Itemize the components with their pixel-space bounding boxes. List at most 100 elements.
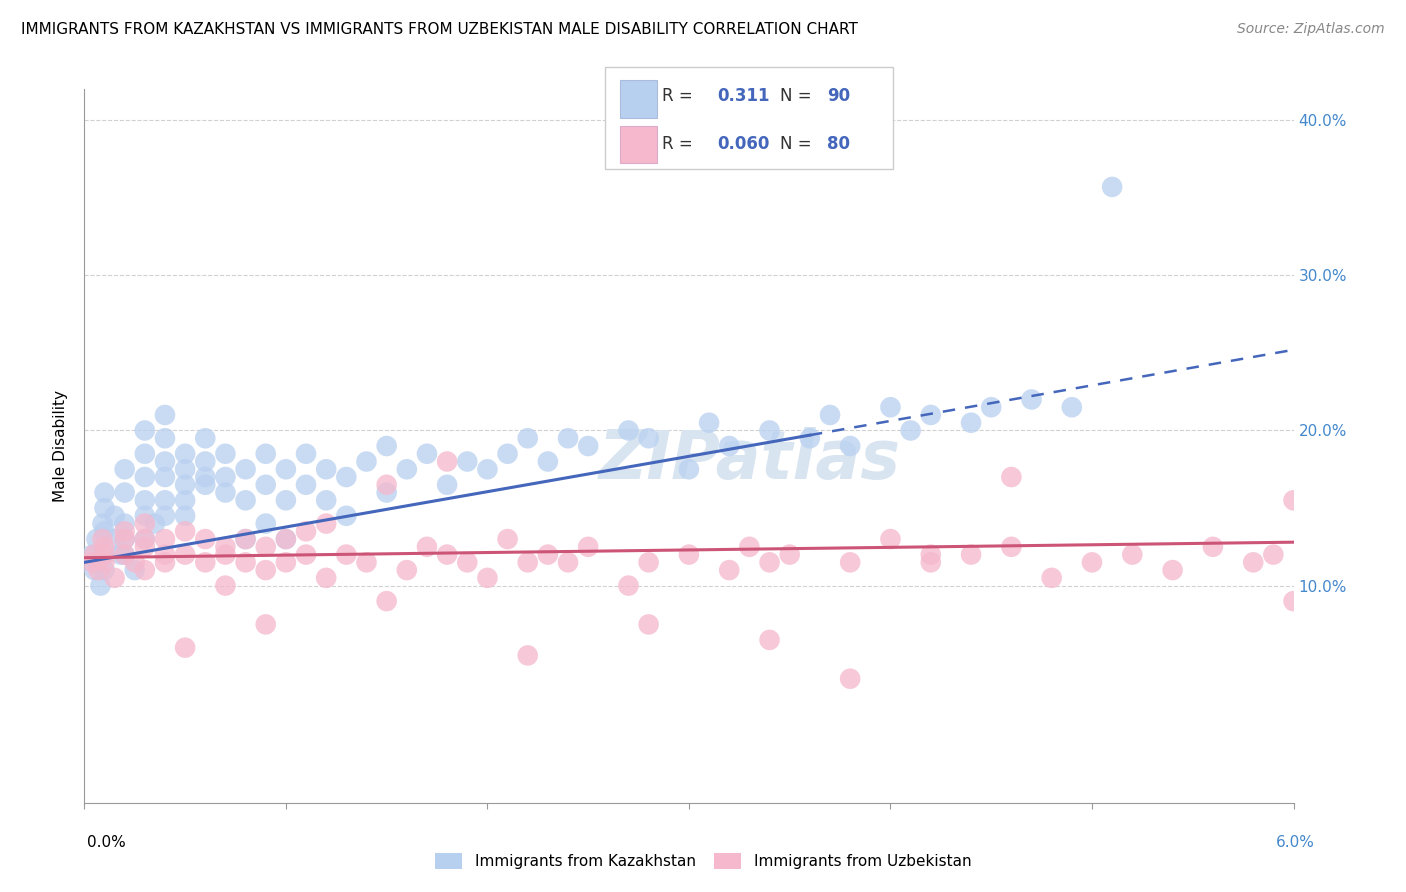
Point — [153, 548, 176, 562]
Point — [839, 672, 862, 686]
Point — [839, 555, 862, 569]
Point — [496, 447, 519, 461]
Point — [134, 508, 156, 523]
Point — [617, 424, 640, 438]
Point — [738, 540, 761, 554]
Point — [537, 454, 560, 468]
Point — [83, 563, 105, 577]
Point — [274, 532, 297, 546]
Point — [194, 532, 217, 546]
Point — [194, 555, 217, 569]
Point — [93, 524, 115, 539]
Point — [1021, 392, 1043, 407]
Point — [235, 532, 257, 546]
Point — [960, 548, 983, 562]
Point — [356, 454, 378, 468]
Point — [1263, 548, 1285, 562]
Point — [174, 447, 197, 461]
Point — [254, 477, 277, 491]
Point — [194, 431, 217, 445]
Point — [134, 516, 156, 531]
Point — [82, 555, 104, 569]
Point — [174, 524, 197, 539]
Point — [900, 424, 922, 438]
Text: ZIPatlas: ZIPatlas — [599, 427, 900, 493]
Point — [295, 548, 318, 562]
Point — [214, 540, 236, 554]
Point — [235, 555, 257, 569]
Point — [1282, 594, 1305, 608]
Point — [1101, 180, 1123, 194]
Text: R =: R = — [662, 135, 699, 153]
Point — [87, 555, 110, 569]
Point — [436, 454, 458, 468]
Point — [697, 416, 720, 430]
Point — [124, 555, 146, 569]
Point — [104, 571, 127, 585]
Point — [194, 477, 217, 491]
Point — [254, 447, 277, 461]
Point — [114, 462, 136, 476]
Point — [91, 532, 114, 546]
Point — [799, 431, 821, 445]
Point — [114, 524, 136, 539]
Point — [395, 462, 418, 476]
Point — [1241, 555, 1264, 569]
Point — [537, 548, 560, 562]
Point — [477, 571, 499, 585]
Point — [758, 555, 780, 569]
Point — [295, 524, 318, 539]
Point — [89, 579, 111, 593]
Point — [174, 493, 197, 508]
Point — [416, 447, 439, 461]
Point — [637, 555, 659, 569]
Point — [557, 555, 579, 569]
Point — [134, 532, 156, 546]
Point — [153, 470, 176, 484]
Point — [134, 424, 156, 438]
Point — [93, 540, 115, 554]
Point — [87, 563, 110, 577]
Point — [879, 532, 901, 546]
Point — [104, 508, 127, 523]
Point — [143, 516, 166, 531]
Point — [274, 555, 297, 569]
Point — [214, 548, 236, 562]
Point — [114, 548, 136, 562]
Point — [637, 431, 659, 445]
Point — [134, 447, 156, 461]
Point — [194, 454, 217, 468]
Text: 6.0%: 6.0% — [1275, 836, 1315, 850]
Point — [315, 571, 337, 585]
Point — [83, 548, 105, 562]
Point — [839, 439, 862, 453]
Point — [920, 548, 942, 562]
Point — [1161, 563, 1184, 577]
Point — [617, 579, 640, 593]
Point — [315, 462, 337, 476]
Point — [375, 477, 398, 491]
Point — [1202, 540, 1225, 554]
Point — [315, 516, 337, 531]
Point — [134, 470, 156, 484]
Point — [86, 532, 108, 546]
Point — [920, 408, 942, 422]
Point — [496, 532, 519, 546]
Point — [124, 563, 146, 577]
Point — [416, 540, 439, 554]
Point — [153, 408, 176, 422]
Text: 0.060: 0.060 — [717, 135, 769, 153]
Point — [1060, 401, 1083, 415]
Point — [214, 447, 236, 461]
Text: 0.0%: 0.0% — [87, 836, 127, 850]
Point — [758, 632, 780, 647]
Point — [93, 563, 115, 577]
Text: 80: 80 — [827, 135, 849, 153]
Point — [114, 532, 136, 546]
Point — [920, 555, 942, 569]
Point — [456, 454, 478, 468]
Point — [134, 540, 156, 554]
Point — [436, 477, 458, 491]
Point — [91, 516, 114, 531]
Point — [153, 431, 176, 445]
